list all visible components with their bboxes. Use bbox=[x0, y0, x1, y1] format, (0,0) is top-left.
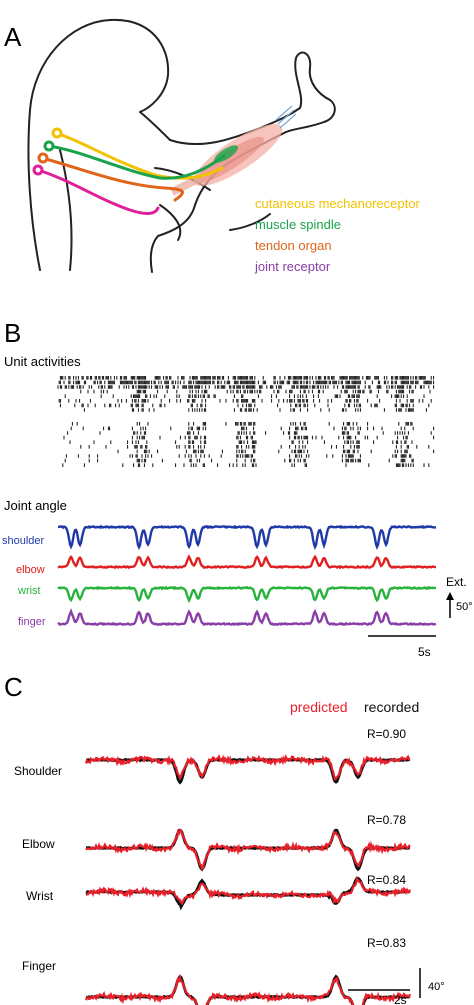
spike-row bbox=[83, 408, 427, 412]
body-outline bbox=[27, 18, 336, 273]
time-scale-label: 5s bbox=[418, 645, 431, 659]
legend-predicted: predicted bbox=[290, 699, 348, 715]
panel-b-letter: B bbox=[4, 318, 21, 348]
legend-joint-receptor: joint receptor bbox=[254, 259, 331, 274]
spike-row bbox=[71, 422, 413, 426]
joint-angle-traces bbox=[57, 524, 437, 627]
extension-label: Ext. bbox=[446, 575, 467, 589]
r-value-shoulder: R=0.90 bbox=[367, 727, 406, 741]
joint-angle-title: Joint angle bbox=[4, 498, 67, 513]
row-label-elbow: Elbow bbox=[22, 837, 55, 851]
nerve-fibers bbox=[36, 131, 226, 215]
recorded-trace-finger bbox=[85, 974, 411, 1005]
joint-trace-wrist bbox=[57, 585, 437, 604]
muscle-illustration bbox=[170, 105, 297, 196]
angle-scale-bar: Ext. 50° bbox=[446, 575, 473, 618]
row-label-wrist: Wrist bbox=[26, 889, 54, 903]
panel-c-letter: C bbox=[4, 672, 23, 702]
spike-row bbox=[59, 403, 430, 408]
trace-label-shoulder: shoulder bbox=[2, 535, 45, 547]
c-time-scale-bar: 2s bbox=[348, 989, 410, 1005]
spike-row bbox=[69, 440, 413, 444]
r-value-finger: R=0.83 bbox=[367, 936, 406, 950]
unit-activities-title: Unit activities bbox=[4, 354, 81, 369]
c-time-scale-label: 2s bbox=[394, 993, 407, 1005]
legend-muscle-spindle: muscle spindle bbox=[255, 217, 341, 232]
trace-label-elbow: elbow bbox=[16, 564, 45, 576]
predicted-trace-elbow bbox=[85, 828, 411, 871]
row-label-finger: Finger bbox=[22, 959, 56, 973]
recorded-trace-elbow bbox=[85, 828, 411, 872]
joint-trace-finger bbox=[57, 608, 437, 627]
spike-row bbox=[58, 380, 435, 385]
panel-a-letter: A bbox=[4, 22, 22, 52]
r-value-wrist: R=0.84 bbox=[367, 873, 406, 887]
joint-trace-shoulder bbox=[58, 524, 436, 551]
angle-scale-label: 50° bbox=[456, 601, 473, 613]
time-scale-bar: 5s bbox=[368, 635, 436, 659]
nerve-endings bbox=[32, 127, 63, 176]
predicted-trace-finger bbox=[84, 973, 412, 1005]
receptor-legend: cutaneous mechanoreceptor muscle spindle… bbox=[254, 196, 420, 274]
spike-row bbox=[80, 445, 430, 449]
spike-row bbox=[58, 399, 432, 403]
spike-row bbox=[64, 394, 425, 398]
r-value-elbow: R=0.78 bbox=[367, 813, 406, 827]
spike-row bbox=[117, 449, 435, 454]
spike-row bbox=[62, 463, 430, 467]
spike-row bbox=[57, 385, 435, 389]
spike-row bbox=[63, 435, 435, 440]
spike-row bbox=[59, 376, 435, 380]
panel-b: B Unit activities Joint angle shoulder e… bbox=[2, 318, 473, 659]
prediction-traces bbox=[84, 753, 412, 1005]
legend-recorded: recorded bbox=[364, 699, 419, 715]
spike-row bbox=[70, 426, 435, 431]
correlation-labels: R=0.90 R=0.78 R=0.84 R=0.83 bbox=[367, 727, 406, 950]
spike-row bbox=[64, 458, 414, 463]
panel-a: A bbox=[4, 18, 420, 274]
spike-row bbox=[80, 389, 431, 394]
c-angle-scale-bar: 40° bbox=[419, 968, 445, 998]
legend-tendon-organ: tendon organ bbox=[255, 238, 332, 253]
row-labels: Shoulder Elbow Wrist Finger bbox=[14, 764, 62, 973]
predicted-trace-shoulder bbox=[84, 753, 411, 781]
c-angle-scale-label: 40° bbox=[428, 981, 445, 993]
spike-raster bbox=[57, 376, 435, 467]
trace-label-finger: finger bbox=[18, 616, 46, 628]
spike-row bbox=[65, 454, 412, 458]
up-arrow-icon bbox=[446, 592, 454, 600]
trace-label-wrist: wrist bbox=[17, 585, 41, 597]
predicted-trace-wrist bbox=[85, 876, 412, 906]
panel-c: C predicted recorded Shoulder Elbow Wris… bbox=[4, 672, 445, 1005]
joint-trace-labels: shoulder elbow wrist finger bbox=[2, 535, 46, 628]
joint-trace-elbow bbox=[57, 554, 436, 570]
row-label-shoulder: Shoulder bbox=[14, 764, 62, 778]
spike-row bbox=[67, 431, 432, 435]
legend-cutaneous: cutaneous mechanoreceptor bbox=[255, 196, 420, 211]
